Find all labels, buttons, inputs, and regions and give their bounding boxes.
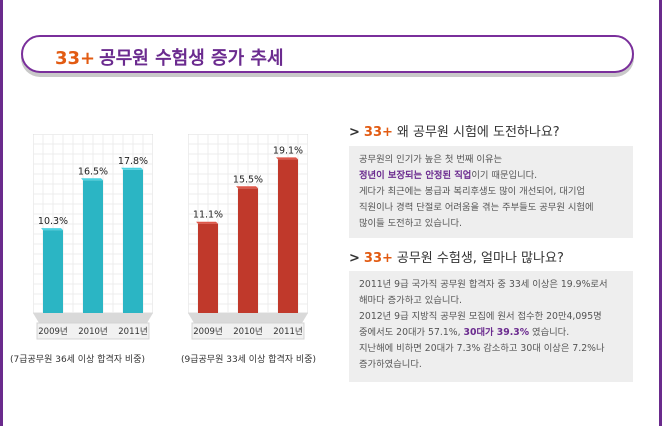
chart-bar [238,188,258,313]
chart-data-label: 15.5% [233,174,263,185]
chart-bar [43,230,63,313]
chart-tick-label: 2010년 [233,326,262,337]
chart-data-label: 19.1% [273,145,303,156]
chart-data-label: 11.1% [193,210,223,221]
chart-base-front [36,322,150,340]
section2-line4-pre: 중에서도 20대가 57.1%, [359,327,464,338]
chart-bar-top [276,157,298,160]
chevron-right-icon: > [349,251,360,266]
chart-9grade: 11.1% 2009년 15.5% 2010년 19.1% 2011년 [188,134,308,341]
section1-line4: 직원이나 경력 단절로 어려움을 겪는 주부들도 공무원 시험에 [359,202,594,213]
section1-line5: 많이들 도전하고 있습니다. [359,218,462,229]
page-title-box: 33+ 공무원 수험생 증가 추세 [21,35,634,73]
title-text: 공무원 수험생 증가 추세 [99,48,284,69]
chart-tick-label: 2009년 [193,326,222,337]
section2-heading-text: 공무원 수험생, 얼마나 많나요? [396,251,564,266]
page-title: 33+ 공무원 수험생 증가 추세 [55,44,284,70]
chart-tick-label: 2011년 [118,326,147,337]
chart-base-top [188,313,308,323]
chart-bar [123,169,143,313]
section2-info-box: 2011년 9급 국가직 공무원 합격자 중 33세 이상은 19.9%로서 해… [349,271,633,382]
chart-bar [278,159,298,313]
chart-bar-top [41,228,63,231]
section2-line1: 2011년 9급 국가직 공무원 합격자 중 33세 이상은 19.9%로서 [359,279,608,290]
chart-tick-label: 2011년 [273,326,302,337]
chart-bar-top [196,221,218,224]
chart-7grade-svg: 10.3% 2009년 16.5% 2010년 17.8% 2011년 [33,134,153,340]
section1-line2: 정년이 보장되는 안정된 직업이기 때문입니다. [359,168,623,184]
section2-emphasis: 30대가 39.3% [463,327,530,338]
chart-base-front [191,322,305,340]
section1-line2-rest: 이기 때문입니다. [471,170,538,181]
chart-9grade-caption: (9급공무원 33세 이상 합격자 비중) [181,355,317,365]
right-frame-border [659,0,662,426]
section1-info-box: 공무원의 인기가 높은 첫 번째 이유는 정년이 보장되는 안정된 직업이기 때… [349,146,633,238]
section2-line4: 중에서도 20대가 57.1%, 30대가 39.3% 였습니다. [359,325,623,341]
section2-line2: 해마다 증가하고 있습니다. [359,295,462,306]
section2-line4-post: 였습니다. [529,327,570,338]
section2-number: 33+ [363,251,393,266]
section1-emphasis: 정년이 보장되는 안정된 직업 [359,170,472,181]
chart-9grade-svg: 11.1% 2009년 15.5% 2010년 19.1% 2011년 [188,134,308,340]
chart-tick-label: 2010년 [78,326,107,337]
section2-line6: 증가하였습니다. [359,359,422,370]
section1-number: 33+ [363,125,393,140]
section1-line1: 공무원의 인기가 높은 첫 번째 이유는 [359,154,503,165]
chart-base-top [33,313,153,323]
chart-7grade: 10.3% 2009년 16.5% 2010년 17.8% 2011년 [33,134,153,341]
chart-7grade-caption: (7급공무원 36세 이상 합격자 비중) [10,355,146,365]
chevron-right-icon: > [349,125,360,140]
left-frame-border [0,0,3,426]
section1-heading-text: 왜 공무원 시험에 도전하나요? [396,125,560,140]
chart-bar [83,180,103,313]
chart-data-label: 16.5% [78,166,108,177]
section2-line5: 지난해에 비하면 20대가 7.3% 감소하고 30대 이상은 7.2%나 [359,343,605,354]
section1-line3: 게다가 최근에는 봉급과 복리후생도 많이 개선되어, 대기업 [359,186,585,197]
section1-heading: >33+ 왜 공무원 시험에 도전하나요? [349,121,560,140]
chart-bar-top [121,167,143,170]
chart-bar-top [236,186,258,189]
section2-line3: 2012년 9급 지방직 공무원 모집에 원서 접수한 20만4,095명 [359,311,602,322]
chart-tick-label: 2009년 [38,326,67,337]
chart-data-label: 10.3% [38,216,68,227]
chart-bar-top [81,178,103,181]
section2-heading: >33+ 공무원 수험생, 얼마나 많나요? [349,247,564,266]
chart-bar [198,223,218,313]
title-number: 33+ [55,48,96,69]
chart-data-label: 17.8% [118,156,148,167]
